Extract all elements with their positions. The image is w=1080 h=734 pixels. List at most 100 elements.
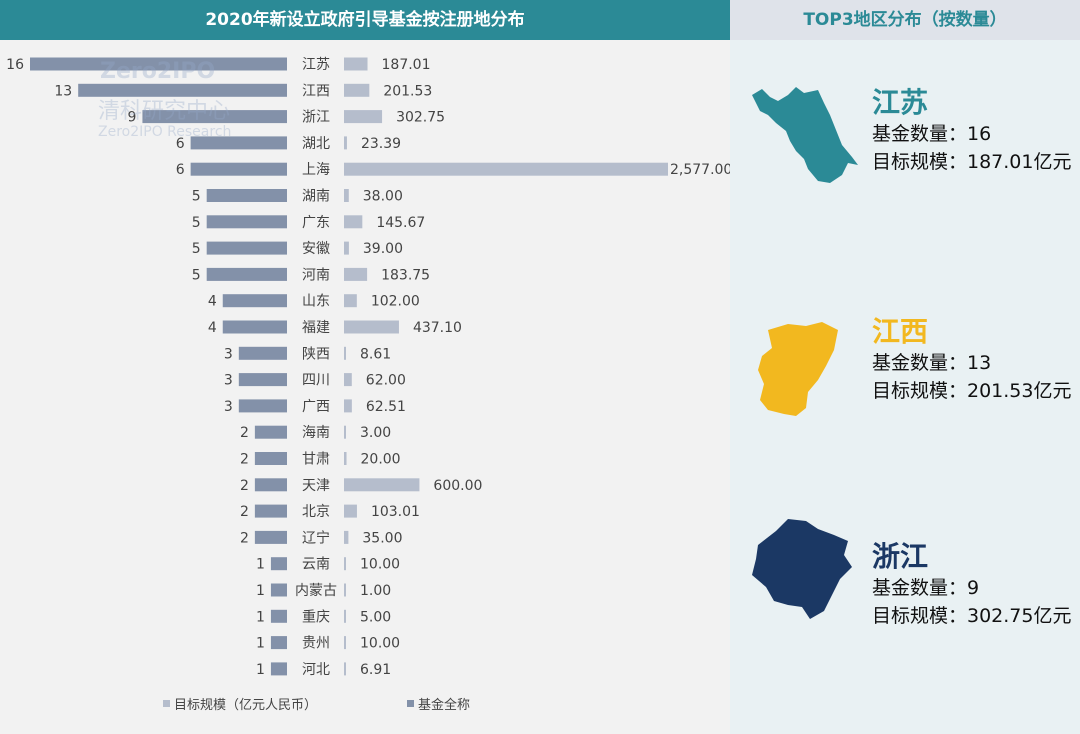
count-label: 1 xyxy=(256,636,265,652)
value-bar xyxy=(344,189,349,202)
target-scale: 目标规模：302.75亿元 xyxy=(872,605,1072,627)
category-label: 内蒙古 xyxy=(295,583,337,599)
value-label: 23.39 xyxy=(361,136,401,152)
category-label: 江西 xyxy=(302,83,330,99)
legend-label-scale: 目标规模（亿元人民币） xyxy=(174,698,317,713)
legend-swatch-count xyxy=(407,700,414,707)
category-label: 浙江 xyxy=(302,110,330,126)
count-label: 6 xyxy=(176,136,185,152)
count-label: 1 xyxy=(256,583,265,599)
count-label: 2 xyxy=(240,504,249,520)
value-bar xyxy=(344,609,346,623)
top3-item: 浙江 基金数量：9 目标规模：302.75亿元 xyxy=(872,540,1071,630)
value-label: 2,577.00 xyxy=(670,162,730,178)
category-label: 海南 xyxy=(302,425,330,441)
value-label: 6.91 xyxy=(360,662,391,678)
count-bar xyxy=(238,399,287,413)
category-label: 河南 xyxy=(302,267,330,283)
value-bar xyxy=(344,320,399,334)
count-label: 13 xyxy=(54,83,72,99)
value-label: 187.01 xyxy=(382,57,431,73)
fund-count: 基金数量：13 xyxy=(872,352,992,374)
count-bar xyxy=(190,162,287,176)
value-label: 1.00 xyxy=(360,583,391,599)
value-bar xyxy=(344,83,370,97)
province-name: 江西 xyxy=(872,315,929,348)
category-label: 四川 xyxy=(302,373,330,389)
count-label: 4 xyxy=(208,294,217,310)
category-label: 山东 xyxy=(302,294,330,310)
top3-title: TOP3地区分布（按数量） xyxy=(730,0,1080,40)
value-label: 38.00 xyxy=(363,189,403,205)
count-label: 2 xyxy=(240,530,249,546)
count-bar xyxy=(254,425,287,439)
fund-count: 基金数量：9 xyxy=(872,577,980,599)
zhejiang-map-icon xyxy=(748,515,858,629)
count-bar xyxy=(270,609,287,623)
count-label: 5 xyxy=(192,241,201,257)
target-scale: 目标规模：187.01亿元 xyxy=(872,151,1072,173)
value-label: 102.00 xyxy=(371,294,420,310)
value-label: 302.75 xyxy=(396,110,445,126)
category-label: 辽宁 xyxy=(302,529,330,546)
value-label: 62.00 xyxy=(366,373,406,389)
category-label: 河北 xyxy=(302,662,330,678)
top3-item: 江西 基金数量：13 目标规模：201.53亿元 xyxy=(872,315,1071,405)
count-bar xyxy=(222,294,287,308)
value-label: 201.53 xyxy=(383,83,432,99)
legend-swatch-scale xyxy=(163,700,170,707)
value-bar xyxy=(344,583,346,597)
count-label: 2 xyxy=(240,425,249,441)
count-bar xyxy=(30,57,287,71)
value-label: 8.61 xyxy=(360,346,391,362)
count-bar xyxy=(270,636,287,650)
count-label: 3 xyxy=(224,399,233,415)
category-label: 云南 xyxy=(302,557,330,573)
count-bar xyxy=(206,215,287,229)
category-label: 甘肃 xyxy=(302,452,330,468)
value-bar xyxy=(344,557,346,571)
value-label: 5.00 xyxy=(360,609,391,625)
count-label: 5 xyxy=(192,189,201,205)
count-label: 1 xyxy=(256,557,265,573)
legend-label-count: 基金全称 xyxy=(418,697,470,713)
value-bar xyxy=(344,294,357,308)
value-bar xyxy=(344,399,352,413)
count-label: 3 xyxy=(224,373,233,389)
count-label: 9 xyxy=(128,110,137,126)
watermark-logo: Zero2IPO xyxy=(100,59,215,84)
count-label: 2 xyxy=(240,478,249,494)
value-bar xyxy=(344,478,420,492)
category-label: 北京 xyxy=(302,504,330,520)
value-bar xyxy=(344,346,346,360)
category-label: 湖南 xyxy=(302,189,330,205)
count-bar xyxy=(254,530,287,544)
value-label: 35.00 xyxy=(362,530,402,546)
value-label: 20.00 xyxy=(361,452,401,468)
value-bar xyxy=(344,241,349,255)
value-label: 10.00 xyxy=(360,557,400,573)
value-bar xyxy=(344,110,383,124)
count-bar xyxy=(78,83,287,97)
count-label: 2 xyxy=(240,452,249,468)
count-label: 16 xyxy=(6,57,24,73)
value-label: 39.00 xyxy=(363,241,403,257)
count-bar xyxy=(142,110,287,124)
top3-panel: 江苏 基金数量：16 目标规模：187.01亿元 江西 基金数量：13 目标规模… xyxy=(730,40,1080,734)
top3-item: 江苏 基金数量：16 目标规模：187.01亿元 xyxy=(872,86,1071,176)
fund-count: 基金数量：16 xyxy=(872,123,992,145)
count-bar xyxy=(270,662,287,676)
value-bar xyxy=(344,452,347,465)
count-bar xyxy=(206,267,287,281)
count-label: 4 xyxy=(208,320,217,336)
count-bar xyxy=(238,346,287,360)
value-label: 183.75 xyxy=(381,267,430,283)
count-bar xyxy=(254,452,287,465)
category-label: 安徽 xyxy=(302,241,330,257)
watermark-cn: 清科研究中心 xyxy=(98,99,230,124)
value-bar xyxy=(344,504,357,518)
chart-title: 2020年新设立政府引导基金按注册地分布 xyxy=(0,0,730,40)
value-bar xyxy=(344,215,363,229)
value-label: 600.00 xyxy=(433,478,482,494)
